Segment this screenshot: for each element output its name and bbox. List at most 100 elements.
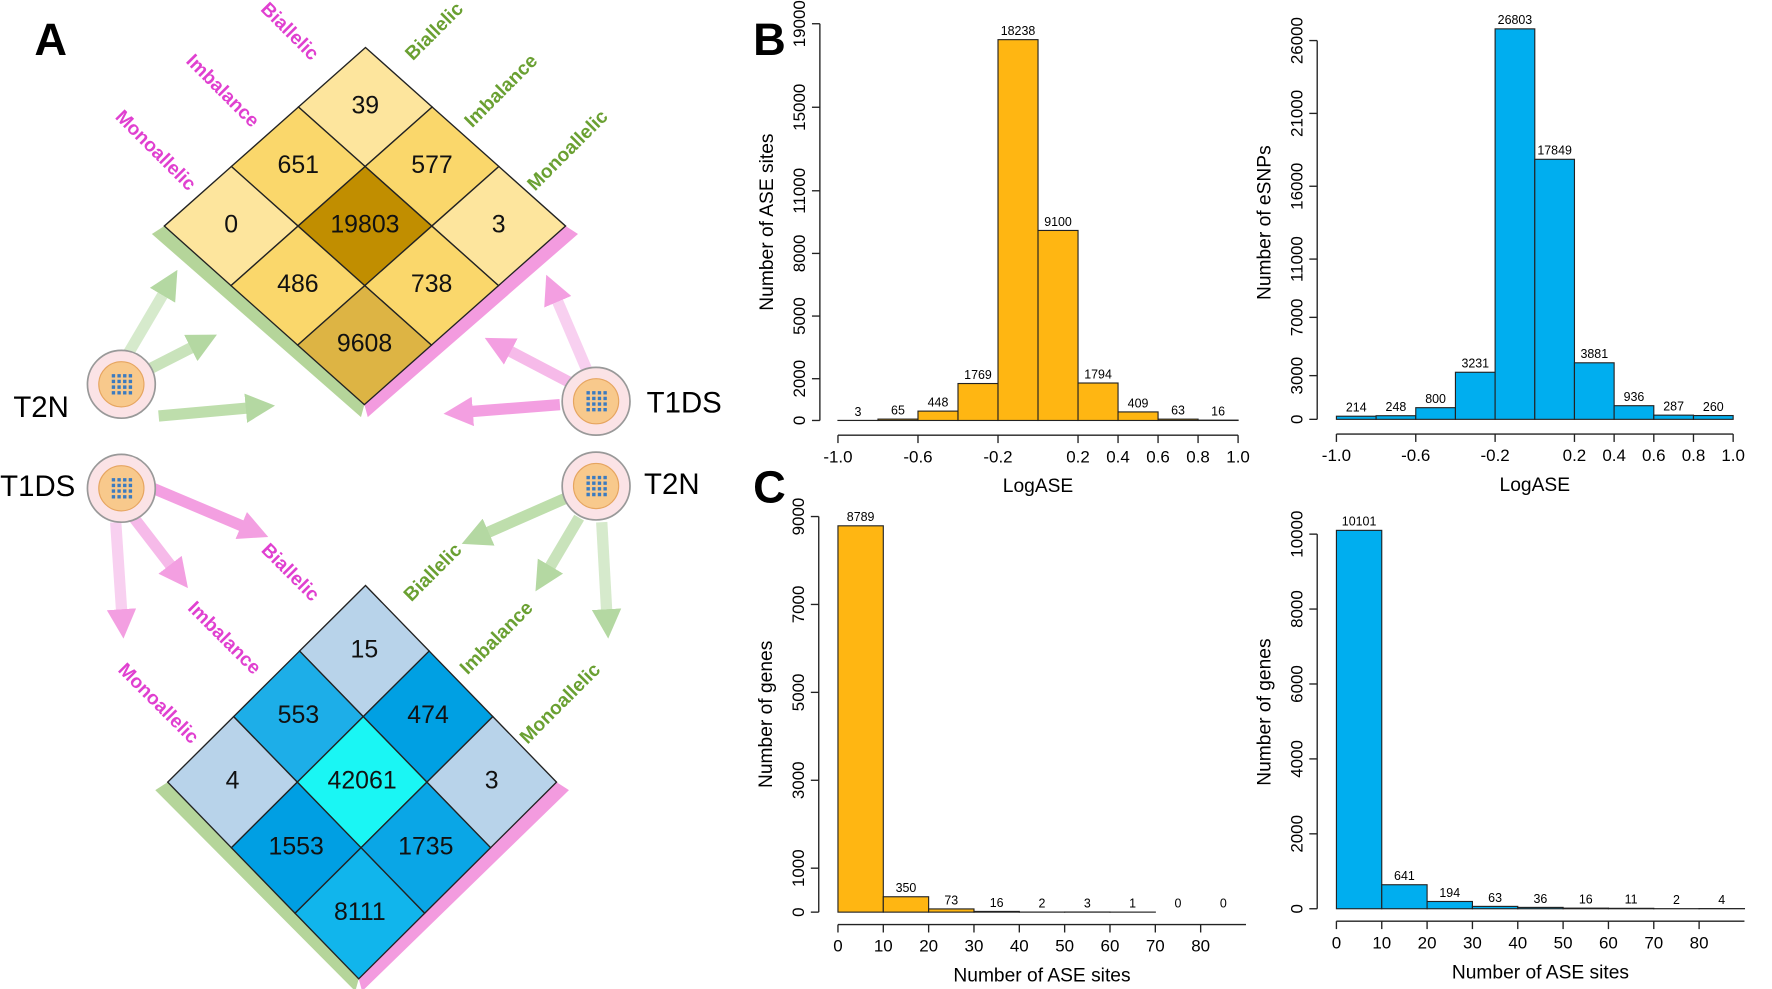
bar: [957, 382, 999, 422]
value-label: 16: [990, 896, 1004, 910]
value-label: 63: [1488, 891, 1502, 905]
cell-name: T1DS: [647, 386, 722, 419]
cell-value: 39: [351, 92, 379, 120]
x-tick-label: 70: [1644, 933, 1663, 952]
cell-value: 553: [278, 701, 319, 729]
cell-nucleus: [572, 462, 620, 510]
x-tick-label: 70: [1146, 937, 1165, 956]
value-label: 3: [1084, 896, 1091, 910]
bar: [1375, 415, 1417, 420]
value-label: 0: [1220, 897, 1227, 911]
cell-value: 15: [351, 636, 379, 664]
x-tick-label: 60: [1599, 933, 1618, 952]
x-tick-label: -1.0: [1322, 446, 1351, 465]
x-tick-label: 1.0: [1721, 446, 1745, 465]
x-tick-label: 0.4: [1602, 446, 1626, 465]
value-label: 73: [944, 893, 958, 907]
x-tick-label: 80: [1191, 937, 1210, 956]
edge-label: Monoallelic: [516, 659, 605, 748]
y-tick-label: 8000: [1287, 590, 1306, 628]
edge-label: Biallelic: [400, 539, 466, 605]
value-label: 248: [1386, 400, 1407, 414]
arrow: [443, 396, 561, 427]
strip: [364, 226, 578, 418]
x-tick-label: 40: [1508, 933, 1527, 952]
value-label: 17849: [1537, 144, 1572, 158]
arrow: [129, 514, 188, 589]
bar: [1653, 414, 1695, 420]
y-axis-label: Number of eSNPs: [1254, 145, 1275, 300]
y-tick-label: 26000: [1287, 17, 1306, 64]
x-tick-label: 50: [1554, 933, 1573, 952]
x-tick-label: 80: [1690, 933, 1709, 952]
y-tick-label: 11000: [790, 168, 809, 214]
cell-value: 9608: [337, 330, 392, 358]
x-tick-label: 0.2: [1563, 446, 1587, 465]
value-label: 2: [1039, 896, 1046, 910]
x-tick-label: 60: [1101, 937, 1120, 956]
value-label: 409: [1128, 396, 1149, 410]
x-axis-label: LogASE: [1500, 475, 1570, 496]
cell-value: 19803: [330, 211, 399, 239]
value-label: 194: [1439, 886, 1460, 900]
value-label: 10101: [1342, 515, 1377, 529]
bar: [1471, 905, 1519, 910]
bar: [837, 525, 884, 913]
y-tick-label: 3000: [1287, 357, 1306, 395]
value-label: 1794: [1084, 367, 1112, 381]
value-label: 287: [1663, 400, 1684, 414]
cell-value: 474: [407, 701, 449, 729]
bar: [1157, 418, 1199, 422]
y-tick-label: 0: [1287, 415, 1306, 424]
bar: [1335, 415, 1377, 420]
x-tick-label: -0.6: [903, 447, 932, 466]
y-tick-label: 15000: [790, 84, 809, 131]
y-tick-label: 5000: [789, 674, 808, 712]
x-tick-label: 0.6: [1642, 446, 1666, 465]
arrow: [535, 514, 584, 592]
arrow: [461, 492, 571, 546]
x-tick-label: 30: [1463, 933, 1482, 952]
y-tick-label: 19000: [790, 0, 809, 47]
strip: [358, 782, 569, 989]
edge-label: Monoallelic: [111, 106, 200, 195]
bar: [1517, 906, 1564, 910]
edge-label: Imbalance: [182, 51, 263, 132]
bar: [1381, 884, 1428, 910]
value-label: 36: [1534, 892, 1548, 906]
value-label: 65: [891, 403, 905, 417]
cell-value: 651: [278, 151, 319, 179]
y-axis-label: Number of genes: [1254, 638, 1275, 785]
y-tick-label: 8000: [790, 235, 809, 273]
y-tick-label: 0: [1287, 904, 1306, 913]
x-axis-label: Number of ASE sites: [1452, 962, 1629, 983]
cell-nucleus: [98, 465, 145, 512]
value-label: 8789: [847, 510, 875, 524]
bar: [973, 910, 1020, 913]
y-axis-label: Number of genes: [756, 641, 777, 788]
value-label: 260: [1703, 400, 1724, 414]
y-axis-label: Number of ASE sites: [757, 134, 778, 311]
x-tick-label: -0.2: [1481, 446, 1510, 465]
arrow: [139, 334, 217, 379]
y-tick-label: 0: [789, 907, 808, 916]
x-tick-label: 40: [1010, 937, 1029, 956]
cell-value: 42061: [328, 767, 397, 795]
x-tick-label: 20: [1418, 933, 1437, 952]
arrow: [544, 274, 594, 376]
bar: [1534, 158, 1576, 420]
value-label: 1769: [964, 368, 992, 382]
y-tick-label: 9000: [789, 498, 808, 536]
cell-value: 3: [485, 767, 499, 795]
cell-value: 4: [226, 767, 240, 795]
y-tick-label: 11000: [1287, 236, 1306, 282]
value-label: 16: [1211, 405, 1225, 419]
y-tick-label: 7000: [789, 586, 808, 624]
bar: [882, 896, 930, 913]
value-label: 3231: [1461, 357, 1489, 371]
cell-value: 0: [224, 211, 238, 239]
cell-value: 577: [411, 151, 452, 179]
x-tick-label: 20: [919, 937, 938, 956]
x-tick-label: -0.6: [1401, 446, 1430, 465]
